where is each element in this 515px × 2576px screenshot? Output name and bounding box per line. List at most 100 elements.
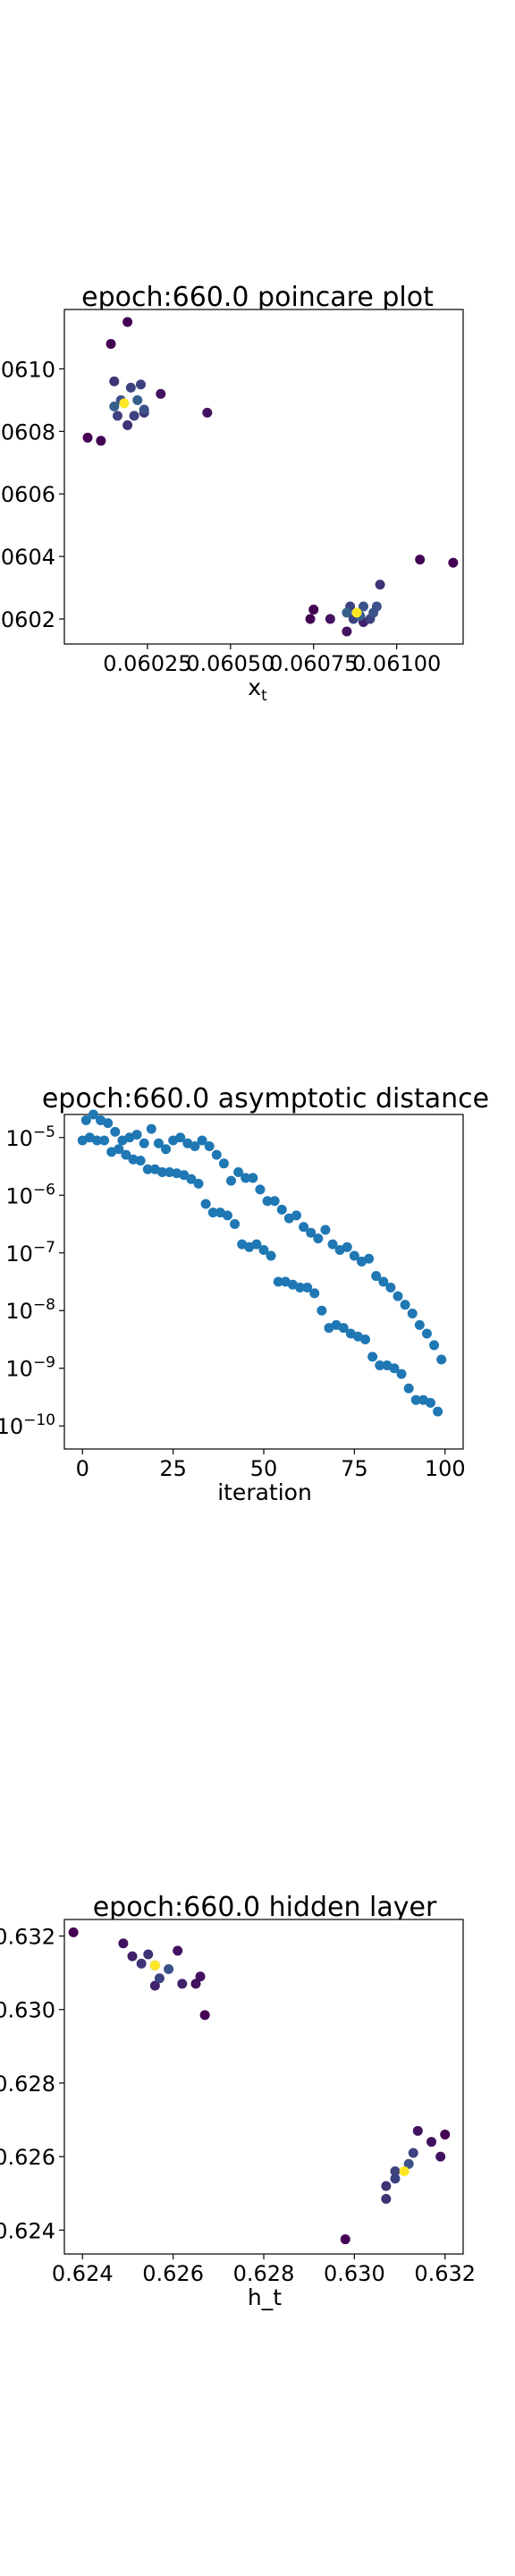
hidden-layer-point	[408, 2148, 418, 2158]
asymptotic-point	[258, 1245, 269, 1256]
poincare-x-tick-label: 0.06050	[186, 651, 274, 676]
asymptotic-point	[103, 1118, 114, 1129]
asymptotic-point	[273, 1276, 283, 1287]
asymptotic-point	[241, 1173, 251, 1183]
asymptotic-y-tick-exponent: −6	[33, 1181, 55, 1199]
hidden-layer-point	[68, 1927, 79, 1937]
asymptotic-x-axis: 0 25 50 75 100	[76, 1449, 466, 1481]
hidden-layer-y-tick-label: 0.624	[0, 2218, 55, 2243]
asymptotic-point	[156, 1166, 167, 1177]
hidden-layer-point	[118, 1938, 129, 1949]
asymptotic-point	[153, 1138, 164, 1148]
asymptotic-point	[433, 1406, 443, 1417]
hidden-layer-point	[143, 1949, 154, 1960]
poincare-point	[359, 601, 368, 612]
asymptotic-y-tick-exponent: −8	[33, 1296, 55, 1314]
hidden-layer-point	[154, 1973, 165, 1984]
poincare-x-tick-label: 0.06025	[103, 651, 191, 676]
asymptotic-y-tick-base: 10	[0, 1414, 23, 1439]
poincare-y-tick-label: 0.0610	[0, 357, 55, 382]
poincare-plot-title: epoch:660.0 poincare plot	[81, 282, 434, 313]
asymptotic-point	[360, 1334, 371, 1344]
poincare-point	[202, 407, 213, 418]
asymptotic-y-tick-label: 10−8	[5, 1296, 55, 1324]
poincare-plot-chart: epoch:660.0 poincare plot 0.060250.06050…	[0, 282, 464, 705]
asymptotic-y-tick-base: 10	[5, 1241, 33, 1267]
hidden-layer-x-axis: 0.624 0.626 0.628 0.630 0.632	[52, 2254, 476, 2286]
asymptotic-point	[291, 1210, 301, 1221]
hidden-layer-title: epoch:660.0 hidden layer	[93, 1892, 437, 1923]
asymptotic-y-tick-base: 10	[5, 1126, 33, 1151]
poincare-point	[139, 404, 149, 415]
hidden-layer-point	[190, 1979, 201, 1989]
asymptotic-point	[309, 1288, 320, 1299]
asymptotic-point	[218, 1158, 229, 1169]
poincare-point	[112, 411, 122, 421]
hidden-layer-x-tick-label: 0.624	[52, 2261, 114, 2286]
poincare-point	[122, 317, 133, 327]
poincare-point	[82, 432, 93, 443]
poincare-x-tick-label: 0.06075	[269, 651, 358, 676]
hidden-layer-point	[149, 1960, 160, 1970]
asymptotic-point	[211, 1149, 222, 1160]
asymptotic-distance-chart: epoch:660.0 asymptotic distance 0 25 50 75 1…	[0, 1083, 489, 1505]
asymptotic-y-tick-label: 10−6	[5, 1181, 55, 1208]
hidden-layer-point	[173, 1945, 183, 1956]
asymptotic-point	[426, 1397, 436, 1408]
hidden-layer-point	[426, 2137, 437, 2148]
asymptotic-point	[114, 1144, 124, 1155]
asymptotic-y-tick-label: 10−7	[5, 1239, 55, 1267]
poincare-point	[129, 411, 139, 421]
asymptotic-point	[200, 1199, 211, 1209]
asymptotic-point	[204, 1140, 215, 1151]
asymptotic-point	[320, 1224, 331, 1235]
poincare-point	[109, 401, 120, 411]
asymptotic-point	[266, 1250, 276, 1261]
asymptotic-point	[99, 1135, 110, 1146]
asymptotic-y-tick-base: 10	[5, 1357, 33, 1382]
poincare-point	[135, 379, 146, 390]
hidden-layer-y-tick-label: 0.626	[0, 2145, 55, 2170]
poincare-y-tick-label: 0.0602	[0, 607, 55, 632]
asymptotic-point	[367, 1352, 378, 1362]
asymptotic-x-tick-label: 75	[341, 1456, 368, 1481]
poincare-point	[375, 580, 385, 590]
asymptotic-point	[349, 1250, 359, 1261]
hidden-layer-x-tick-label: 0.630	[324, 2261, 385, 2286]
asymptotic-point	[295, 1282, 306, 1292]
asymptotic-point	[179, 1170, 190, 1181]
asymptotic-point	[371, 1271, 382, 1282]
asymptotic-y-tick-exponent: −5	[33, 1123, 55, 1141]
hidden-layer-point	[195, 1971, 206, 1982]
asymptotic-point	[175, 1132, 186, 1143]
poincare-points	[82, 317, 459, 637]
poincare-y-tick-label: 0.0606	[0, 482, 55, 507]
hidden-layer-y-tick-label: 0.632	[0, 1924, 55, 1949]
asymptotic-point	[190, 1140, 200, 1151]
asymptotic-x-tick-label: 0	[76, 1456, 89, 1481]
hidden-layer-x-axis-label: h_t	[248, 2284, 282, 2310]
poincare-point	[132, 394, 143, 405]
asymptotic-point	[436, 1354, 447, 1365]
asymptotic-point	[88, 1109, 98, 1120]
asymptotic-point	[306, 1227, 317, 1238]
hidden-layer-point	[435, 2151, 446, 2162]
asymptotic-point	[327, 1239, 338, 1250]
asymptotic-point	[161, 1144, 172, 1155]
asymptotic-point	[251, 1239, 262, 1250]
asymptotic-point	[269, 1196, 280, 1207]
asymptotic-point	[121, 1149, 131, 1160]
poincare-point	[351, 607, 362, 618]
hidden-layer-y-tick-label: 0.628	[0, 2072, 55, 2097]
asymptotic-point	[135, 1156, 146, 1166]
asymptotic-point	[276, 1204, 287, 1215]
hidden-layer-point	[177, 1979, 188, 1989]
asymptotic-point	[142, 1164, 153, 1174]
asymptotic-point	[110, 1126, 121, 1137]
poincare-y-axis: 0.0602 0.0604 0.0606 0.0608 0.0610	[0, 357, 64, 632]
hidden-layer-point	[136, 1958, 147, 1969]
hidden-layer-point	[390, 2166, 401, 2177]
asymptotic-point	[248, 1173, 258, 1183]
asymptotic-y-tick-exponent: −7	[33, 1239, 55, 1257]
